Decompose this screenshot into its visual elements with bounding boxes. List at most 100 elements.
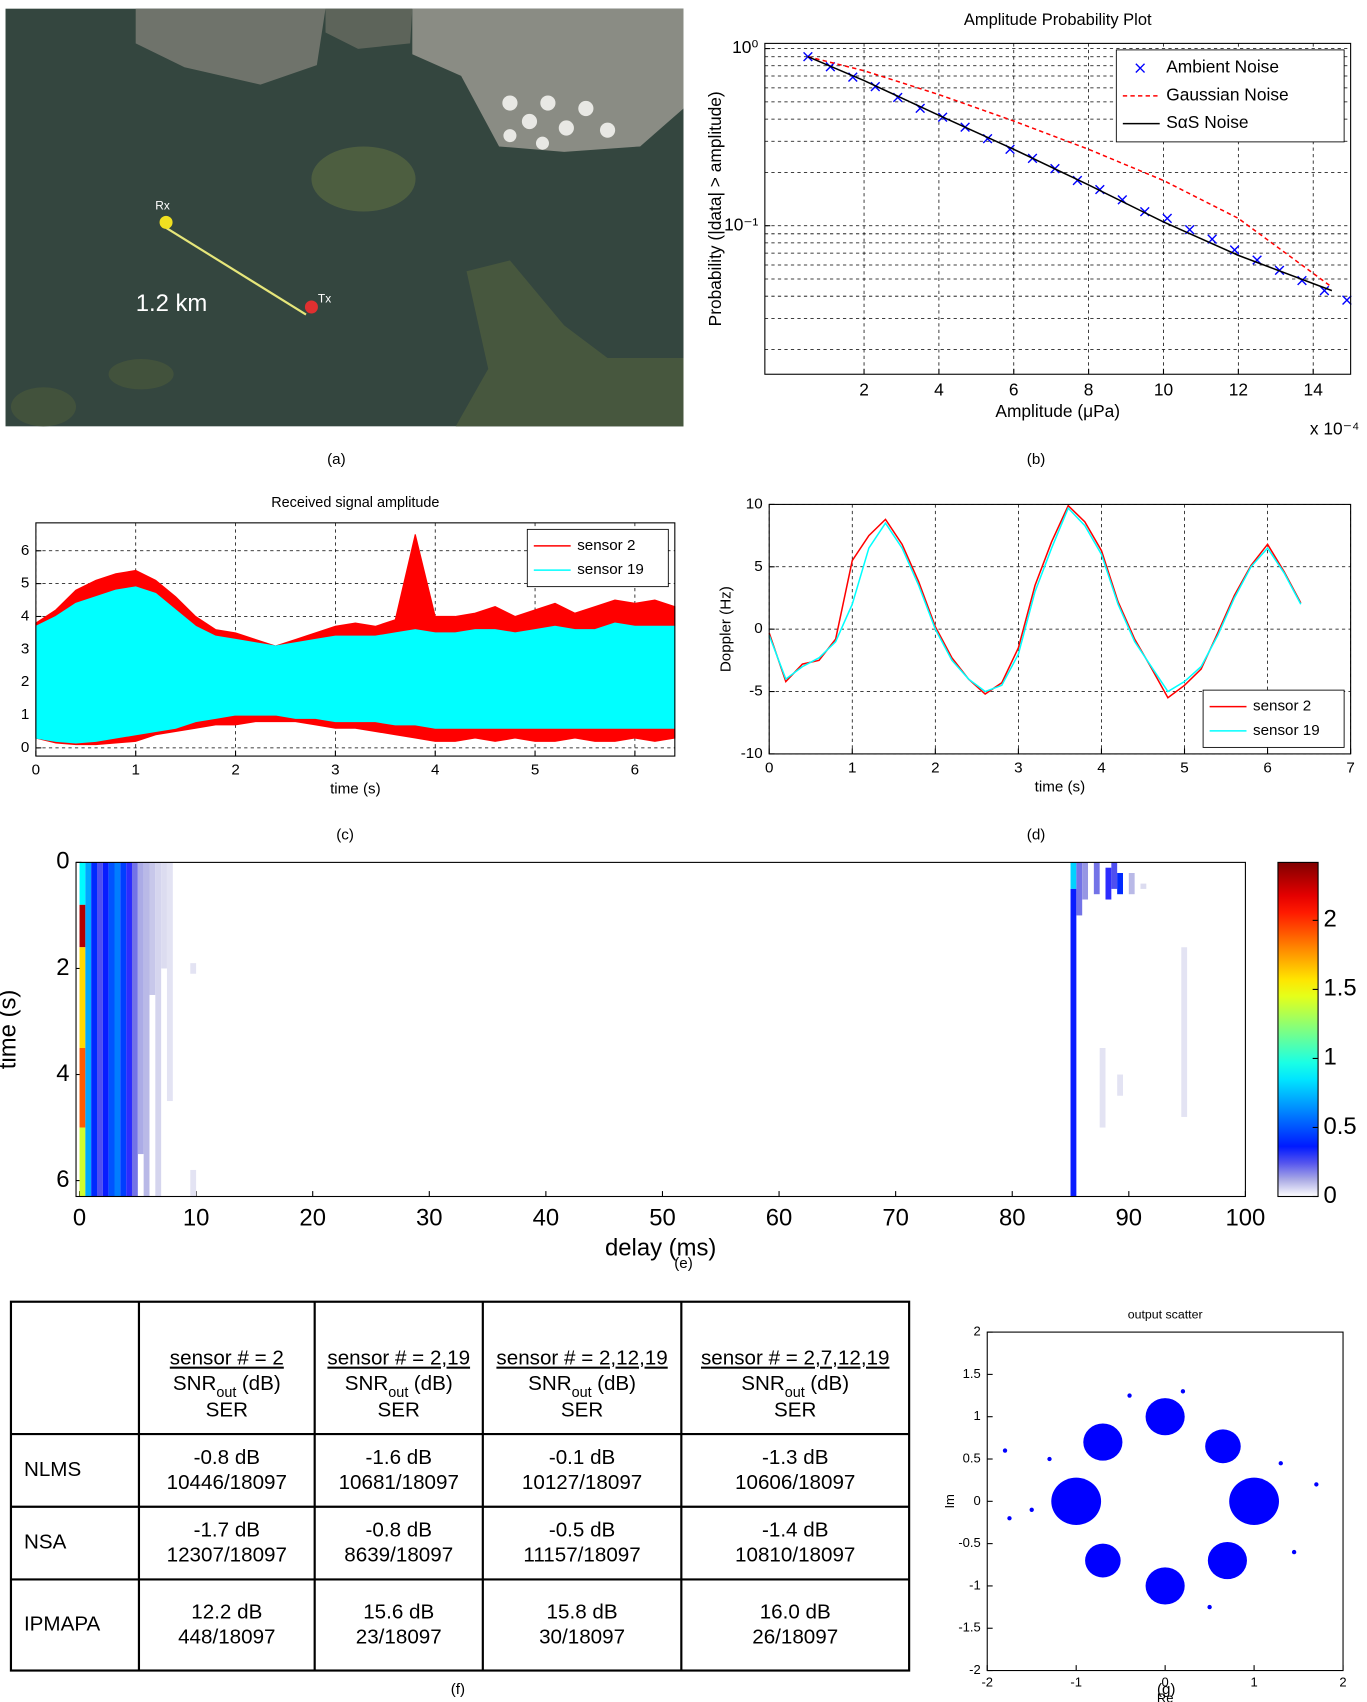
land — [412, 8, 684, 152]
legend-label: sensor 2 — [577, 537, 635, 554]
heat-cell — [97, 862, 103, 1197]
tanks — [502, 95, 616, 150]
snr-label: SNRout (dB) — [528, 1373, 636, 1401]
snr-text: SNR — [741, 1373, 785, 1396]
column-header: sensor # = 2,19 — [327, 1347, 470, 1370]
heat-cell — [79, 862, 86, 905]
heat-cell — [79, 1048, 86, 1128]
heat-cell — [79, 904, 86, 948]
marker — [1319, 285, 1330, 296]
x-tick-label: 1 — [131, 762, 139, 779]
caption: (c) — [336, 826, 354, 843]
x-tick-label: 6 — [1263, 759, 1271, 776]
heat-cell — [1181, 947, 1188, 1117]
cell-ser: 10446/18097 — [167, 1471, 287, 1494]
x-axis-label: time (s) — [330, 781, 381, 798]
cell-snr: -0.1 dB — [549, 1446, 615, 1469]
caption: (b) — [1027, 451, 1046, 468]
y-tick-label: 3 — [21, 640, 29, 657]
y-tick-label: -1 — [969, 1577, 981, 1592]
tank — [502, 95, 518, 111]
x-tick-label: 50 — [649, 1204, 676, 1231]
y-tick-label: 0 — [973, 1493, 980, 1508]
heat-cell — [85, 862, 92, 1197]
y-tick-label: 5 — [21, 575, 29, 592]
heat-cell — [1070, 862, 1077, 889]
rx-label: Rx — [155, 198, 170, 212]
x-tick-label: 4 — [1097, 759, 1105, 776]
x-tick-label: 0 — [32, 762, 40, 779]
tank — [558, 120, 574, 136]
snr-label: SNRout (dB) — [173, 1373, 281, 1401]
y-tick-label: 0 — [56, 848, 69, 875]
cell-snr: -1.7 dB — [194, 1519, 260, 1542]
snr-unit: (dB) — [810, 1373, 849, 1396]
heat-cell — [131, 862, 138, 1197]
cell-snr: 15.6 dB — [363, 1600, 434, 1623]
x-tick-label: 1 — [848, 759, 856, 776]
chart-title: Received signal amplitude — [271, 495, 439, 511]
cell-ser: 10606/18097 — [735, 1471, 855, 1494]
x-axis-label: delay (ms) — [605, 1234, 716, 1261]
legend-label: Gaussian Noise — [1166, 84, 1288, 104]
ser-label: SER — [206, 1399, 248, 1422]
colorbar — [1277, 861, 1319, 1198]
column-header: sensor # = 2,7,12,19 — [701, 1347, 889, 1370]
cell-ser: 10127/18097 — [522, 1471, 642, 1494]
cell-snr: -0.8 dB — [366, 1519, 432, 1542]
series-line — [807, 55, 1333, 288]
marker — [1135, 63, 1146, 73]
y-axis-label: Im — [942, 1494, 957, 1508]
table-frame — [9, 1300, 911, 1672]
x-tick-label: 80 — [999, 1204, 1026, 1231]
tank — [540, 95, 556, 111]
x-tick-label: 10 — [183, 1204, 210, 1231]
cell-snr: 15.8 dB — [547, 1600, 618, 1623]
y-tick-label: 10 — [746, 495, 763, 512]
tank — [535, 136, 549, 150]
heat-cell — [190, 963, 197, 974]
x-tick-label: 100 — [1226, 1204, 1266, 1231]
y-tick-label: -1.5 — [958, 1620, 980, 1635]
y-tick-label: 0.5 — [963, 1450, 981, 1465]
marker — [803, 51, 813, 62]
y-axis-label: time (s) — [0, 990, 22, 1070]
x-tick-label: 10 — [1154, 379, 1173, 399]
x-tick-label: 6 — [1009, 379, 1019, 399]
caption: (g) — [1157, 1681, 1176, 1698]
link-line — [165, 226, 307, 316]
snr-label: SNRout (dB) — [345, 1373, 453, 1401]
land — [325, 8, 413, 49]
marker — [1162, 213, 1173, 224]
y-tick-label: 6 — [56, 1166, 69, 1193]
cell-snr: 12.2 dB — [191, 1600, 262, 1623]
marker — [1342, 295, 1352, 305]
y-tick-label: -5 — [749, 683, 763, 700]
cell-ser: 11157/18097 — [523, 1544, 640, 1567]
snr-text: SNR — [528, 1373, 572, 1396]
x-tick-label: 0 — [1162, 1674, 1169, 1689]
x-tick-label: 60 — [766, 1204, 793, 1231]
cell-snr: -1.4 dB — [762, 1519, 828, 1542]
heat-cell — [190, 1169, 197, 1197]
ser-label: SER — [774, 1399, 816, 1422]
series-line — [768, 506, 1302, 693]
x-tick-label: 20 — [299, 1204, 326, 1231]
island — [10, 387, 77, 427]
snr-unit: (dB) — [597, 1373, 636, 1396]
plot-area — [76, 862, 1246, 1197]
x-tick-label: 5 — [1180, 759, 1188, 776]
snr-sub: out — [785, 1385, 805, 1401]
y-tick-label: 2 — [21, 673, 29, 690]
colorbar-tick-label: 2 — [1324, 906, 1337, 933]
caption: (d) — [1027, 826, 1046, 843]
row-name: NSA — [24, 1531, 67, 1554]
x-tick-label: 0 — [765, 759, 773, 776]
x-tick-label: -2 — [981, 1674, 993, 1689]
heat-cell — [1082, 862, 1089, 900]
cell-ser: 8639/18097 — [344, 1544, 453, 1567]
cluster — [1051, 1477, 1102, 1525]
tx-pin — [304, 300, 318, 314]
tank — [503, 129, 517, 143]
